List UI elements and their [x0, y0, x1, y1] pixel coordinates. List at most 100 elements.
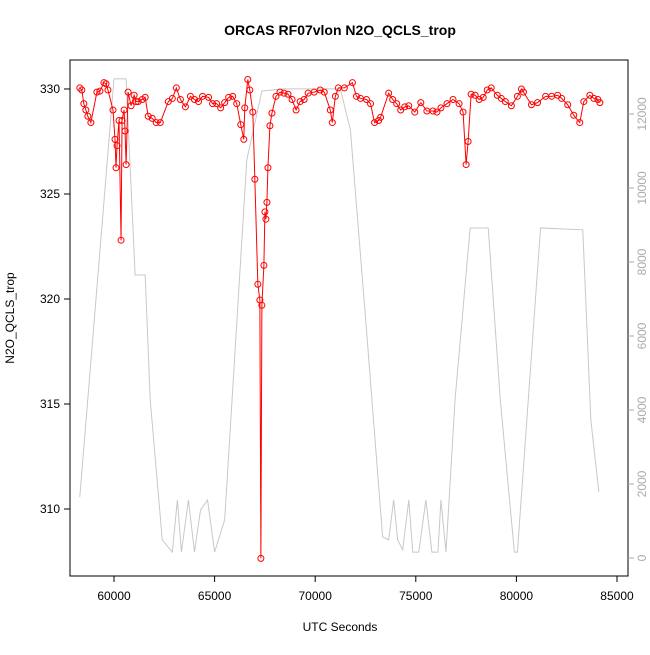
x-tick-label: 85000: [600, 589, 634, 603]
data-point: [429, 107, 437, 115]
data-point: [122, 161, 130, 169]
data-point: [127, 102, 135, 110]
data-point: [172, 84, 180, 92]
data-point: [237, 121, 245, 129]
data-point: [558, 94, 566, 102]
data-point: [507, 102, 515, 110]
data-point: [519, 88, 527, 96]
data-point: [115, 116, 123, 124]
data-point: [84, 112, 92, 120]
data-point: [328, 119, 336, 127]
data-point: [261, 208, 269, 216]
y-tick-label: 315: [40, 397, 60, 411]
data-point: [449, 95, 457, 103]
data-point: [112, 164, 120, 172]
data-point: [596, 99, 604, 107]
data-point: [233, 100, 241, 108]
data-point: [385, 89, 393, 97]
data-point: [564, 101, 572, 109]
data-point: [377, 113, 385, 121]
data-point: [240, 135, 248, 143]
data-point: [371, 119, 379, 127]
data-point: [87, 119, 95, 127]
x-axis-label: UTC Seconds: [303, 620, 378, 634]
data-point: [229, 92, 237, 100]
y2-tick-label: 10000: [635, 171, 649, 205]
data-point: [118, 116, 126, 124]
data-point: [590, 94, 598, 102]
data-point: [300, 95, 308, 103]
data-point: [124, 88, 132, 96]
data-point: [246, 86, 254, 94]
data-point: [487, 84, 495, 92]
data-point: [467, 90, 475, 98]
y2-tick-label: 2000: [635, 470, 649, 497]
data-point: [513, 92, 521, 100]
data-point: [205, 93, 213, 101]
data-point: [111, 135, 119, 143]
data-point: [284, 90, 292, 98]
data-point: [130, 91, 138, 99]
data-point: [260, 261, 268, 269]
data-point: [251, 175, 259, 183]
data-point: [217, 104, 225, 112]
y-tick-label: 310: [40, 502, 60, 516]
data-point: [109, 106, 117, 114]
data-point: [389, 95, 397, 103]
data-point: [280, 89, 288, 97]
data-point: [475, 95, 483, 103]
data-point: [76, 84, 84, 92]
data-point: [296, 98, 304, 106]
y-axis-label: N2O_QCLS_trop: [3, 272, 17, 364]
data-point: [331, 92, 339, 100]
data-point: [244, 76, 252, 84]
x-tick-label: 75000: [399, 589, 433, 603]
data-point: [134, 98, 142, 106]
data-point: [144, 112, 152, 120]
data-point: [501, 98, 509, 106]
data-point: [209, 100, 217, 108]
data-point: [156, 119, 164, 127]
data-point: [262, 215, 270, 223]
data-point: [221, 99, 229, 107]
data-point: [195, 98, 203, 106]
data-point: [455, 100, 463, 108]
data-point: [393, 100, 401, 108]
data-point: [272, 92, 280, 100]
y2-tick-label: 12000: [635, 97, 649, 131]
data-point: [176, 95, 184, 103]
x-tick-label: 70000: [299, 589, 333, 603]
data-point: [479, 93, 487, 101]
y2-tick-label: 0: [635, 554, 649, 561]
data-point: [276, 88, 284, 96]
data-point: [82, 106, 90, 114]
plot-frame: [69, 59, 629, 577]
data-point: [462, 161, 470, 169]
data-point: [483, 86, 491, 94]
series-line: [79, 78, 600, 554]
data-point: [104, 86, 112, 94]
data-point: [401, 103, 409, 111]
data-point: [310, 88, 318, 96]
data-point: [102, 80, 110, 88]
data-point: [132, 98, 140, 106]
data-point: [459, 108, 467, 116]
data-point: [263, 198, 271, 206]
data-point: [96, 87, 104, 95]
data-point: [292, 106, 300, 114]
data-point: [417, 99, 425, 107]
data-point: [405, 102, 413, 110]
data-point: [433, 108, 441, 116]
data-point: [464, 137, 472, 145]
data-point: [148, 114, 156, 122]
data-point: [241, 104, 249, 112]
data-point: [257, 554, 265, 562]
y-tick-label: 325: [40, 187, 60, 201]
y2-tick-label: 4000: [635, 396, 649, 423]
data-point: [225, 93, 233, 101]
data-point: [340, 84, 348, 92]
data-point: [249, 108, 257, 116]
data-point: [213, 100, 221, 108]
data-point: [576, 119, 584, 127]
